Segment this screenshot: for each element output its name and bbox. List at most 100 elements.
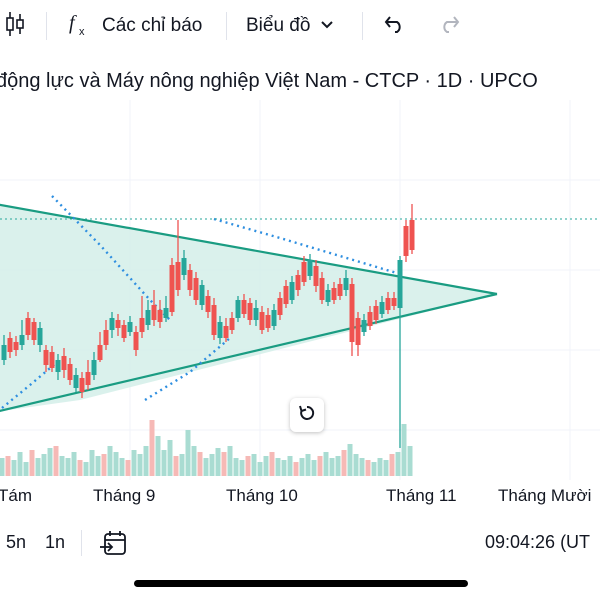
toolbar-divider: [362, 12, 363, 40]
volume-bar: [221, 452, 227, 476]
volume-bar: [77, 460, 83, 476]
volume-bar: [65, 458, 71, 476]
candles-icon: [4, 10, 26, 43]
undo-button[interactable]: [384, 0, 406, 52]
candle: [49, 346, 55, 372]
range-1n-button[interactable]: 1n: [45, 532, 66, 552]
candle-body: [157, 310, 163, 322]
candle-body: [91, 360, 97, 375]
candle-body: [295, 275, 301, 290]
candle-body: [61, 356, 67, 370]
indicators-label: Các chỉ báo: [102, 15, 203, 36]
x-axis-label: Tháng Mười: [498, 486, 592, 505]
toolbar-divider: [226, 12, 227, 40]
volume-bar: [341, 450, 347, 476]
undo-icon: [384, 14, 406, 39]
volume-bar: [389, 454, 395, 476]
volume-bar: [17, 452, 23, 476]
volume-bar: [131, 450, 137, 476]
volume-bar: [173, 456, 179, 476]
x-axis-label: Tháng 11: [386, 486, 457, 505]
range-5n-button[interactable]: 5n: [6, 532, 27, 552]
volume-bar: [161, 450, 167, 476]
candle-body: [235, 300, 241, 318]
timezone-clock[interactable]: 09:04:26 (UT: [485, 532, 591, 552]
candle: [199, 280, 205, 310]
candle: [1, 335, 7, 365]
candle: [79, 372, 85, 398]
candle: [55, 354, 61, 380]
candle-body: [7, 338, 13, 352]
candle-body: [241, 300, 247, 314]
chart-style-button[interactable]: [4, 0, 26, 52]
reset-chart-button[interactable]: [290, 398, 324, 432]
candle: [85, 360, 91, 390]
candle: [403, 220, 409, 262]
calendar-arrow-icon: [99, 531, 127, 560]
price-chart[interactable]: [0, 100, 600, 480]
home-indicator: [134, 580, 468, 587]
chart-title: động lực và Máy nông nghiệp Việt Nam - C…: [0, 70, 600, 98]
candle-body: [73, 375, 79, 388]
candle-body: [13, 342, 19, 350]
volume-bar: [29, 450, 35, 476]
candle: [253, 300, 259, 326]
volume-bar: [257, 462, 263, 476]
chart-type-button[interactable]: Biểu đồ: [246, 0, 334, 52]
volume-bar: [0, 458, 5, 476]
candle: [271, 304, 277, 330]
candle: [349, 278, 355, 356]
candle-body: [49, 352, 55, 368]
candle-body: [127, 322, 133, 332]
candle: [241, 294, 247, 318]
candle: [277, 292, 283, 320]
candle-body: [133, 332, 139, 350]
x-axis: Tám Tháng 9 Tháng 10 Tháng 11 Tháng Mười: [0, 486, 600, 510]
candle-body: [199, 285, 205, 305]
bottom-bar: 5n 1n 09:04:26 (UT: [0, 522, 600, 566]
candle: [91, 352, 97, 380]
volume-bar: [179, 454, 185, 476]
volume-bar: [287, 456, 293, 476]
candle-body: [175, 262, 181, 290]
volume-bar: [125, 460, 131, 476]
indicators-button[interactable]: f x Các chỉ báo: [66, 0, 202, 52]
chart-canvas[interactable]: [0, 100, 600, 480]
candle: [373, 300, 379, 324]
volume-bar: [239, 460, 245, 476]
candle: [259, 306, 265, 334]
candle: [235, 296, 241, 322]
candle: [313, 260, 319, 292]
candle-body: [211, 305, 217, 335]
volume-bar: [323, 452, 329, 476]
redo-button[interactable]: [438, 0, 460, 52]
candle-body: [301, 262, 307, 282]
candle-body: [409, 220, 415, 250]
candle: [223, 318, 229, 342]
volume-bar: [353, 454, 359, 476]
candle-body: [367, 312, 373, 326]
candle-body: [271, 310, 277, 326]
volume-bar: [359, 458, 365, 476]
go-to-date-button[interactable]: [99, 530, 127, 561]
candle-body: [151, 305, 157, 320]
candle: [25, 312, 31, 340]
chevron-down-icon: [320, 17, 334, 35]
candle-body: [31, 322, 37, 340]
candle-body: [145, 310, 151, 325]
candle-body: [289, 282, 295, 300]
candle-body: [253, 308, 259, 320]
candle: [7, 332, 13, 358]
candle: [139, 296, 145, 338]
candle-body: [19, 335, 25, 345]
volume-bar: [299, 458, 305, 476]
candle: [13, 336, 19, 356]
chart-title-text: động lực và Máy nông nghiệp Việt Nam - C…: [0, 70, 538, 92]
candle: [37, 322, 43, 352]
candle: [175, 220, 181, 296]
triangle-lower-line: [0, 292, 498, 412]
candle: [391, 292, 397, 310]
candle-body: [277, 298, 283, 315]
candle-body: [229, 318, 235, 330]
candle: [247, 298, 253, 325]
